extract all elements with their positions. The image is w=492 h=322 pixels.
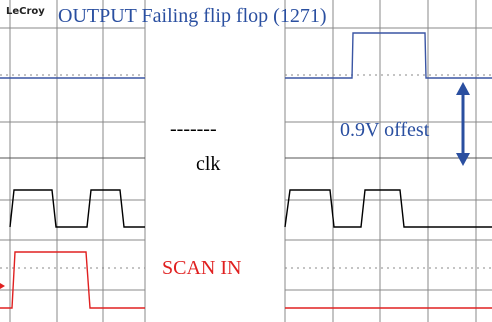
clk-trace-left bbox=[10, 190, 145, 227]
offset-label: 0.9V offest bbox=[340, 119, 430, 141]
screenshot: LeCroy OUTPUT Failing flip flop (1271) -… bbox=[0, 0, 492, 322]
page: {"logo": "LeCroy", "title": "OUTPUT Fail… bbox=[0, 0, 492, 322]
output-trace-right bbox=[285, 33, 492, 78]
logo: LeCroy bbox=[6, 6, 45, 17]
left-grid bbox=[0, 0, 145, 322]
title: OUTPUT Failing flip flop (1271) bbox=[58, 5, 327, 27]
clk-trace-right bbox=[285, 190, 492, 227]
offset-arrow bbox=[456, 82, 470, 166]
scan-label: SCAN IN bbox=[162, 257, 241, 279]
scan-trace-left bbox=[0, 252, 145, 308]
dashes: ------- bbox=[170, 118, 217, 140]
ch-marker bbox=[0, 283, 5, 289]
clock-label: clk bbox=[196, 153, 220, 175]
